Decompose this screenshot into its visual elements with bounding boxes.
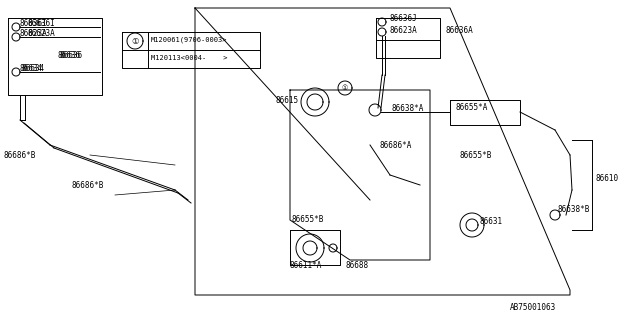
Text: M120113<0004-    >: M120113<0004- > — [151, 55, 227, 61]
Text: 86636I: 86636I — [27, 19, 55, 28]
Text: 86610: 86610 — [595, 173, 618, 182]
Text: 86686*A: 86686*A — [380, 140, 412, 149]
Text: 86688: 86688 — [345, 260, 368, 269]
Text: 86638*A: 86638*A — [392, 103, 424, 113]
Text: 86631: 86631 — [480, 218, 503, 227]
Text: ①: ① — [342, 85, 348, 91]
Text: 86636I: 86636I — [20, 19, 48, 28]
Text: ①: ① — [131, 36, 139, 45]
Text: AB75001063: AB75001063 — [510, 302, 556, 311]
Text: 86686*B: 86686*B — [4, 150, 36, 159]
Text: 86636A: 86636A — [445, 26, 473, 35]
Text: 86655*A: 86655*A — [455, 102, 488, 111]
Text: 86634: 86634 — [22, 63, 45, 73]
Text: 86611*A: 86611*A — [290, 260, 323, 269]
Text: 86636: 86636 — [58, 51, 81, 60]
Text: M120061(9706-0003>: M120061(9706-0003> — [151, 37, 227, 43]
Text: 86623A: 86623A — [389, 26, 417, 35]
Text: 86686*B: 86686*B — [72, 180, 104, 189]
Text: 86615: 86615 — [275, 95, 298, 105]
Text: 86655*B: 86655*B — [460, 150, 492, 159]
Text: 86623A: 86623A — [27, 28, 55, 37]
Text: 86623A: 86623A — [20, 28, 48, 37]
Text: 86638*B: 86638*B — [558, 205, 590, 214]
Text: 86634: 86634 — [20, 63, 43, 73]
Text: 86636J: 86636J — [389, 13, 417, 22]
Text: 86655*B: 86655*B — [292, 215, 324, 225]
Text: 86636: 86636 — [60, 51, 83, 60]
